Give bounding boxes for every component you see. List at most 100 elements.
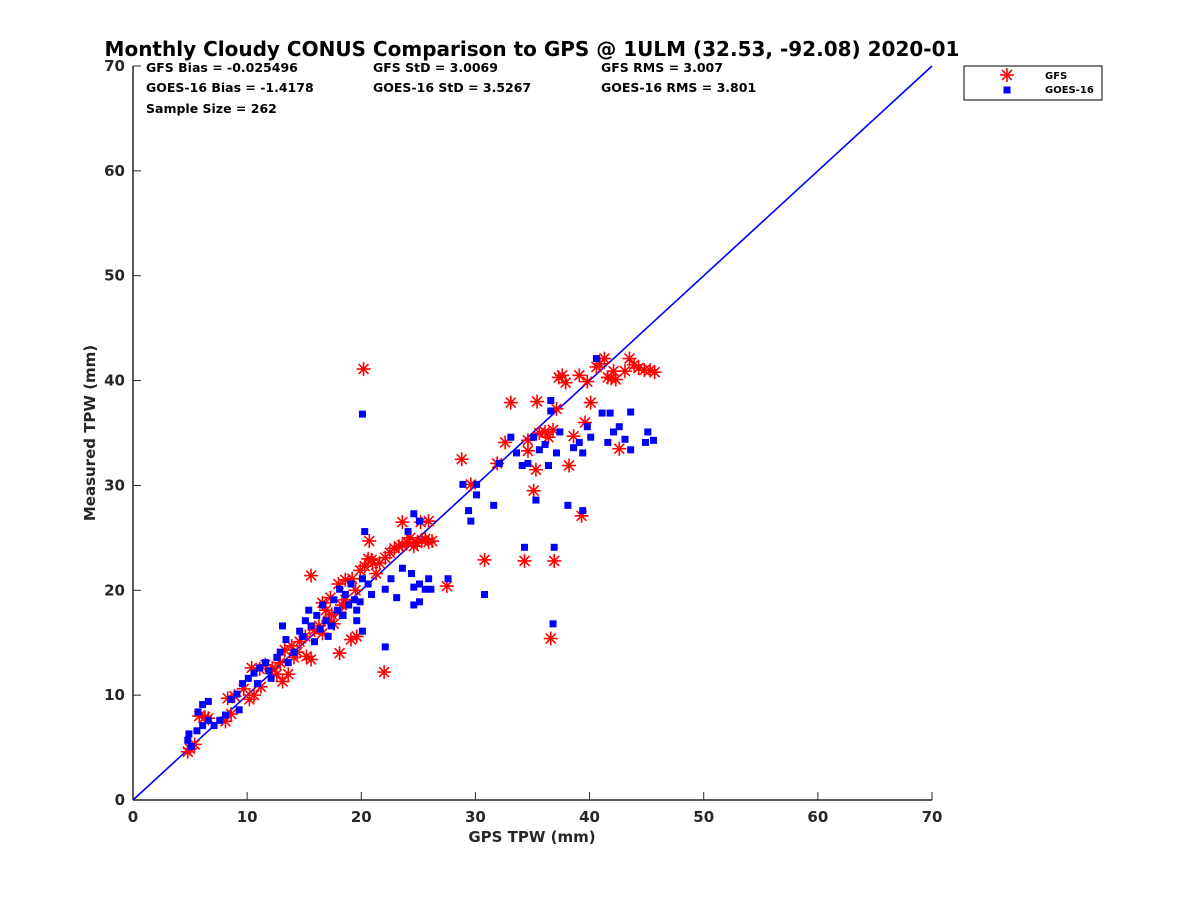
goes-16-point-27	[284, 659, 292, 667]
goes-16-point-90	[535, 446, 543, 454]
chart-title: Monthly Cloudy CONUS Comparison to GPS @…	[105, 37, 960, 61]
goes-16-point-63	[404, 528, 412, 536]
goes-16-point-104	[583, 423, 591, 431]
x-axis-label: GPS TPW (mm)	[468, 828, 595, 846]
gfs-point-73	[421, 514, 436, 529]
goes-16-point-46	[345, 601, 353, 609]
y-tick-label-1: 10	[104, 686, 125, 704]
goes-16-point-44	[339, 611, 347, 619]
y-tick-label-3: 30	[104, 476, 125, 494]
goes-16-point-56	[353, 606, 361, 614]
goes-16-point-114	[627, 408, 635, 416]
goes-16-point-83	[507, 433, 515, 441]
goes-16-point-41	[330, 596, 338, 604]
goes-16-point-71	[415, 598, 423, 606]
gfs-point-94	[543, 631, 558, 646]
x-tick-label-2: 20	[351, 808, 372, 826]
gfs-point-120	[647, 365, 662, 380]
gfs-point-114	[617, 364, 632, 379]
legend: GFS GOES-16	[963, 65, 1103, 101]
gfs-point-47	[338, 572, 353, 587]
gfs-point-74	[377, 665, 392, 680]
gfs-point-112	[608, 372, 623, 387]
goes-16-point-54	[368, 590, 376, 598]
y-tick-label-5: 50	[104, 267, 125, 285]
goes-16-point-98	[556, 428, 564, 436]
goes-16-point-23	[273, 653, 281, 661]
goes-16-point-57	[358, 627, 366, 635]
goes-16-point-58	[381, 643, 389, 651]
gfs-point-82	[503, 395, 518, 410]
goes-16-point-19	[256, 664, 264, 672]
goes-16-point-0	[184, 736, 192, 744]
goes-16-point-116	[644, 428, 652, 436]
x-tick-label-7: 70	[922, 808, 943, 826]
gfs-point-91	[541, 430, 556, 445]
goes-16-point-31	[301, 617, 309, 625]
goes-16-point-92	[544, 462, 552, 470]
gfs-point-40	[332, 646, 347, 661]
gfs-point-54	[369, 566, 384, 581]
goes-16-point-16	[244, 674, 252, 682]
goes-std-text: GOES-16 StD = 3.5267	[373, 80, 531, 95]
goes-16-point-89	[532, 496, 540, 504]
goes-16-point-73	[427, 585, 435, 593]
gfs-point-98	[558, 375, 573, 390]
gfs-point-113	[612, 441, 627, 456]
goes-16-point-60	[387, 575, 395, 583]
goes-16-point-91	[541, 441, 549, 449]
legend-gfs-asterisk	[1000, 68, 1014, 82]
goes-16-point-25	[279, 622, 287, 630]
goes-16-point-66	[415, 517, 423, 525]
goes-16-point-80	[481, 590, 489, 598]
gfs-point-12	[246, 688, 261, 703]
goes-16-point-108	[604, 438, 612, 446]
goes-16-series	[184, 355, 657, 751]
goes-16-point-96	[549, 620, 557, 628]
gfs-point-20	[281, 667, 296, 682]
goes-16-point-78	[473, 480, 481, 488]
goes-16-point-49	[353, 617, 361, 625]
goes-16-point-4	[194, 708, 202, 716]
goes-16-point-69	[421, 585, 429, 593]
goes-16-point-94	[547, 396, 555, 404]
goes-16-point-112	[621, 435, 629, 443]
gfs-point-41	[344, 632, 359, 647]
goes-16-point-84	[513, 449, 521, 457]
y-ticks: 0 10 20 30 40 50 60 70	[104, 57, 141, 809]
gfs-point-87	[528, 462, 543, 477]
goes-16-point-67	[415, 580, 423, 588]
goes-16-point-13	[233, 690, 241, 698]
goes-16-point-30	[299, 632, 307, 640]
gfs-point-117	[631, 360, 646, 375]
goes-16-point-15	[239, 680, 247, 688]
y-axis-label: Measured TPW (mm)	[81, 345, 99, 521]
legend-goes-marker	[1003, 86, 1011, 94]
gfs-point-85	[520, 443, 535, 458]
goes-16-point-50	[356, 598, 364, 606]
goes-16-point-43	[336, 585, 344, 593]
goes-16-point-22	[267, 674, 275, 682]
goes-16-point-97	[552, 449, 560, 457]
gfs-bias-text: GFS Bias = -0.025496	[146, 60, 298, 75]
gfs-point-43	[304, 568, 319, 583]
goes-16-point-85	[518, 462, 526, 470]
gfs-point-81	[498, 435, 513, 450]
x-ticks: 0 10 20 30 40 50 60 70	[128, 792, 943, 826]
legend-box	[963, 65, 1103, 101]
goes-16-point-76	[465, 507, 473, 515]
goes-16-point-3	[193, 727, 201, 735]
goes-16-point-33	[307, 622, 315, 630]
gfs-point-101	[572, 368, 587, 383]
goes-16-point-18	[253, 680, 261, 688]
legend-goes-label: GOES-16	[1045, 85, 1094, 96]
goes-16-point-39	[324, 632, 332, 640]
goes-16-point-75	[459, 480, 467, 488]
x-tick-label-5: 50	[693, 808, 714, 826]
y-tick-label-2: 20	[104, 581, 125, 599]
goes-16-point-102	[579, 449, 587, 457]
gfs-point-77	[454, 452, 469, 467]
y-tick-label-6: 60	[104, 162, 125, 180]
goes-16-point-28	[290, 648, 298, 656]
goes-16-point-72	[425, 575, 433, 583]
